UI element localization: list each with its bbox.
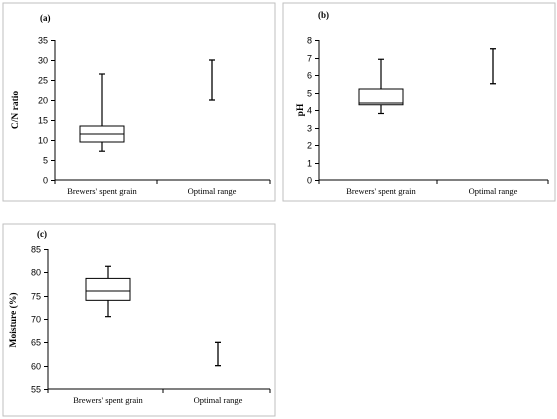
- y-axis-label: Moisture (%): [8, 293, 19, 348]
- y-tick-label: 7: [307, 54, 312, 64]
- x-category-label: Optimal range: [469, 186, 518, 196]
- y-tick-label: 30: [38, 56, 48, 66]
- y-tick-label: 60: [31, 362, 41, 372]
- y-tick-label: 35: [38, 36, 48, 46]
- panel-frame: [2, 223, 276, 417]
- panel-label: (a): [40, 13, 51, 23]
- x-category-label: Optimal range: [188, 186, 237, 196]
- optimal-range-bar: [215, 341, 221, 367]
- x-category-label: Brewers' spent grain: [73, 395, 143, 405]
- y-tick-label: 65: [31, 338, 41, 348]
- y-tick-label: 5: [43, 156, 48, 166]
- y-tick-label: 4: [307, 106, 312, 116]
- panel-label: (b): [318, 10, 329, 20]
- chart-panel-3: (c) Moisture (%) 55 60 65 70 75 80 85 Brewers' sp…: [2, 223, 276, 417]
- y-tick-label: 6: [307, 71, 312, 81]
- y-tick-label: 3: [307, 124, 312, 134]
- y-axis-label: C/N ratio: [11, 91, 21, 130]
- y-tick-label: 75: [31, 292, 41, 302]
- y-axis-label: pH: [296, 103, 306, 116]
- y-tick-label: 2: [307, 141, 312, 151]
- y-tick-label: 55: [31, 385, 41, 395]
- y-tick-label: 15: [38, 116, 48, 126]
- box-plot: [79, 73, 125, 152]
- iqr-box: [358, 88, 404, 106]
- optimal-range-bar: [209, 59, 215, 101]
- chart-panel-1: (a) C/N ratio 0 5 10 15 20 25 30 35 Brewers' spent…: [2, 2, 276, 202]
- chart-panel-2: (b) pH 0 1 2 3 4 5 6 7 8 Brewers' spent grain Optima…: [282, 2, 556, 202]
- optimal-range-bar: [490, 48, 496, 85]
- y-tick-label: 20: [38, 96, 48, 106]
- iqr-box: [85, 277, 131, 301]
- y-tick-label: 70: [31, 315, 41, 325]
- y-tick-label: 85: [31, 245, 41, 255]
- y-tick-label: 5: [307, 89, 312, 99]
- y-tick-label: 1: [307, 159, 312, 169]
- panel-frame: [2, 2, 276, 202]
- y-tick-label: 80: [31, 268, 41, 278]
- y-tick-label: 0: [307, 176, 312, 186]
- y-tick-label: 8: [307, 36, 312, 46]
- x-category-label: Brewers' spent grain: [67, 186, 137, 196]
- panel-label: (c): [37, 229, 47, 239]
- y-tick-label: 10: [38, 136, 48, 146]
- box-plot: [358, 58, 404, 115]
- y-tick-label: 0: [43, 176, 48, 186]
- box-plot: [85, 265, 131, 318]
- panel-frame: [282, 2, 556, 202]
- x-category-label: Brewers' spent grain: [346, 186, 416, 196]
- x-category-label: Optimal range: [194, 395, 243, 405]
- y-tick-label: 25: [38, 76, 48, 86]
